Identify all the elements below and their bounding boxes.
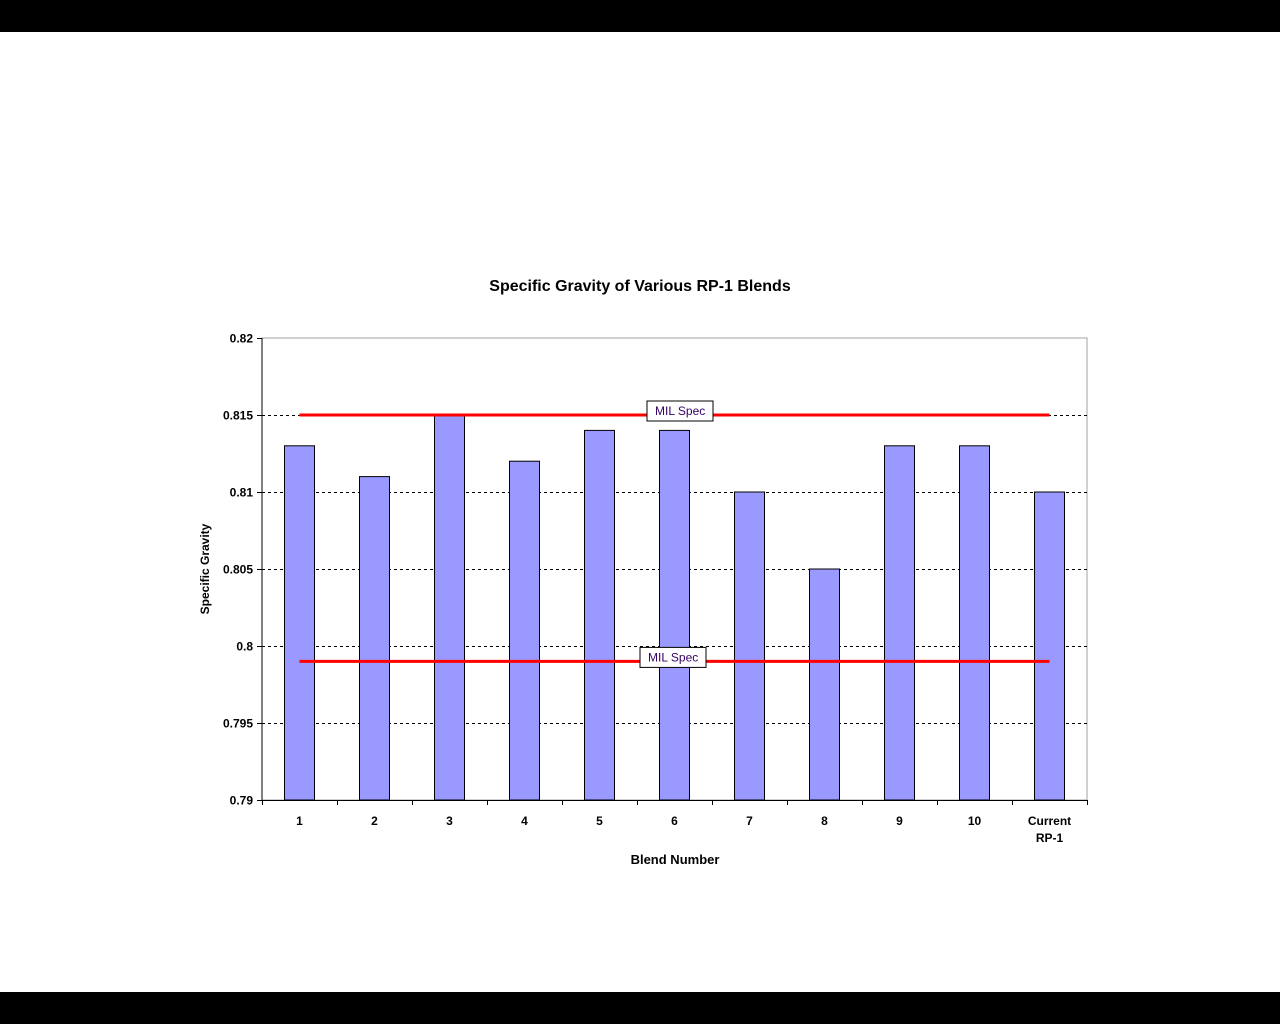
x-tick-label: RP-1 [1036,831,1064,845]
y-tick-label: 0.82 [230,332,254,346]
x-tick-label: 5 [596,814,603,828]
bar [734,491,765,801]
bar [884,445,915,801]
x-tick-label: 10 [968,814,982,828]
x-axis-label: Blend Number [630,852,720,867]
x-tick-label: 2 [371,814,378,828]
mil-spec-label-box [639,646,707,668]
y-tick-label: 0.8 [236,640,253,654]
mil-spec-label: MIL Spec [648,650,698,664]
y-tick-label: 0.815 [223,409,253,423]
x-tick-label: 1 [296,814,303,828]
mil-spec-label-box [646,400,714,422]
bottom-letterbox [0,992,1280,1024]
x-tick-label: 8 [821,814,828,828]
y-tick-label: 0.81 [230,486,254,500]
bar [509,460,540,801]
y-tick-label: 0.79 [230,794,254,808]
chart-title: Specific Gravity of Various RP-1 Blends [489,278,791,295]
x-tick-label: 9 [896,814,903,828]
x-tick-label: 7 [746,814,753,828]
x-tick-label: Current [1028,814,1071,828]
bar [659,429,690,801]
x-tick-label: 6 [671,814,678,828]
bar [359,476,390,801]
mil-spec-label: MIL Spec [655,404,705,418]
x-tick-label: 3 [446,814,453,828]
bar [959,445,990,801]
top-letterbox [0,0,1280,32]
x-tick-label: 4 [521,814,528,828]
y-tick-label: 0.795 [223,717,253,731]
y-tick-label: 0.805 [223,563,253,577]
bar [434,414,465,801]
bar [284,445,315,801]
bar [809,568,840,801]
bar [584,429,615,801]
bar [1034,491,1065,801]
